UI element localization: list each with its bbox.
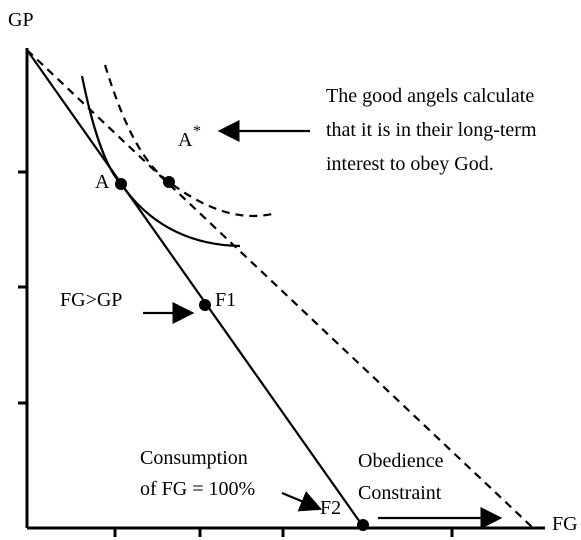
indifference-curve bbox=[80, 75, 241, 248]
angels-line-1: The good angels calculate bbox=[326, 85, 534, 107]
label-f2: F2 bbox=[320, 497, 341, 519]
x-ticks bbox=[113, 528, 454, 537]
point-f1 bbox=[199, 299, 211, 311]
consumption-line-2: of FG = 100% bbox=[140, 478, 255, 500]
obedience-line-2: Constraint bbox=[358, 482, 442, 504]
arrow bbox=[281, 491, 323, 512]
label-a-star: A bbox=[178, 129, 193, 151]
point-f2 bbox=[357, 519, 369, 531]
dashed-indifference-curve bbox=[103, 64, 273, 218]
y-axis-label: GP bbox=[8, 9, 34, 31]
point-a-star bbox=[163, 176, 175, 188]
y-ticks bbox=[18, 170, 27, 405]
x-axis-label: FG bbox=[552, 513, 578, 535]
fg-gt-gp: FG>GP bbox=[60, 289, 122, 311]
constraint-line bbox=[26, 49, 363, 526]
consumption-line-1: Consumption bbox=[140, 447, 248, 469]
obedience-line-1: Obedience bbox=[358, 450, 444, 472]
point-a bbox=[115, 178, 127, 190]
label-a-star-mark: * bbox=[193, 123, 201, 140]
shifted-constraint-line bbox=[26, 49, 533, 528]
angels-line-3: interest to obey God. bbox=[326, 153, 494, 175]
label-a: A bbox=[95, 171, 110, 193]
label-f1: F1 bbox=[215, 289, 236, 311]
angels-line-2: that it is in their long-term bbox=[326, 119, 537, 141]
